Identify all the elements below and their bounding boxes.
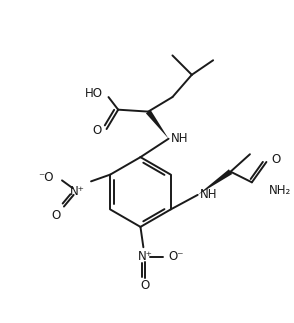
Text: N⁺: N⁺ [70,184,85,198]
Text: HO: HO [85,87,103,100]
Text: O: O [271,152,280,166]
Text: O: O [51,209,61,222]
Text: O: O [93,124,102,138]
Text: ⁻O: ⁻O [38,171,53,184]
Text: NH: NH [200,188,217,202]
Text: O⁻: O⁻ [168,250,184,264]
Polygon shape [146,110,168,139]
Polygon shape [198,169,232,195]
Text: NH₂: NH₂ [269,183,292,197]
Text: O: O [141,279,150,293]
Text: NH: NH [171,132,188,145]
Text: N⁺: N⁺ [138,250,153,264]
